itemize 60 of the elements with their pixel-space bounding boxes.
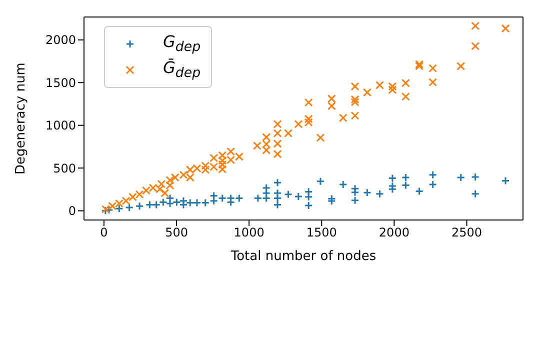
point (145, 200, 154, 210)
legend-label: Ḡ$_{dep}$ (163, 58, 201, 82)
point (304, 192, 313, 202)
point (471, 190, 480, 198)
y-tick-label: 0 (68, 204, 76, 218)
point (316, 177, 325, 186)
point (273, 200, 282, 210)
point (262, 188, 271, 198)
point (294, 192, 303, 201)
x-tick-label: 1000 (234, 226, 264, 240)
point (262, 194, 271, 203)
x-tick-label: 2500 (451, 226, 482, 240)
point (501, 176, 510, 185)
point (304, 188, 313, 196)
point (415, 187, 424, 196)
point (401, 181, 410, 190)
point (350, 188, 360, 197)
legend-label: G$_{dep}$ (163, 32, 201, 56)
point (273, 188, 282, 198)
x-tick-label: 2000 (378, 226, 410, 240)
y-tick-label: 1500 (45, 76, 76, 90)
point (125, 203, 134, 212)
y-axis-title: Degeneracy num (14, 62, 29, 174)
point (201, 198, 210, 207)
point (304, 201, 313, 210)
point (254, 194, 262, 203)
y-tick-label: 500 (53, 161, 76, 176)
point (210, 191, 218, 200)
point (135, 202, 144, 210)
point (338, 180, 348, 189)
point (388, 174, 397, 182)
point (273, 178, 282, 187)
point (471, 172, 480, 182)
x-tick-label: 500 (165, 226, 188, 240)
point (114, 204, 124, 213)
point (186, 198, 194, 207)
point (166, 199, 174, 208)
point (401, 173, 410, 182)
point (284, 190, 293, 199)
x-axis-title: Total number of nodes (230, 249, 376, 264)
x-tick-label: 1500 (306, 226, 337, 240)
y-tick-label: 2000 (45, 33, 76, 48)
point (192, 198, 202, 207)
y-tick-label: 1000 (45, 118, 76, 133)
point (327, 194, 336, 204)
point (428, 180, 438, 189)
point (152, 200, 161, 210)
point (375, 190, 384, 198)
point (456, 173, 466, 182)
point (428, 170, 438, 180)
x-tick-label: 0 (100, 226, 108, 240)
point (218, 194, 227, 203)
point (327, 196, 336, 206)
point (350, 196, 360, 205)
point (210, 196, 218, 206)
point (262, 184, 271, 192)
point (362, 188, 372, 197)
point (234, 194, 244, 203)
point (273, 194, 282, 203)
point (158, 198, 168, 206)
